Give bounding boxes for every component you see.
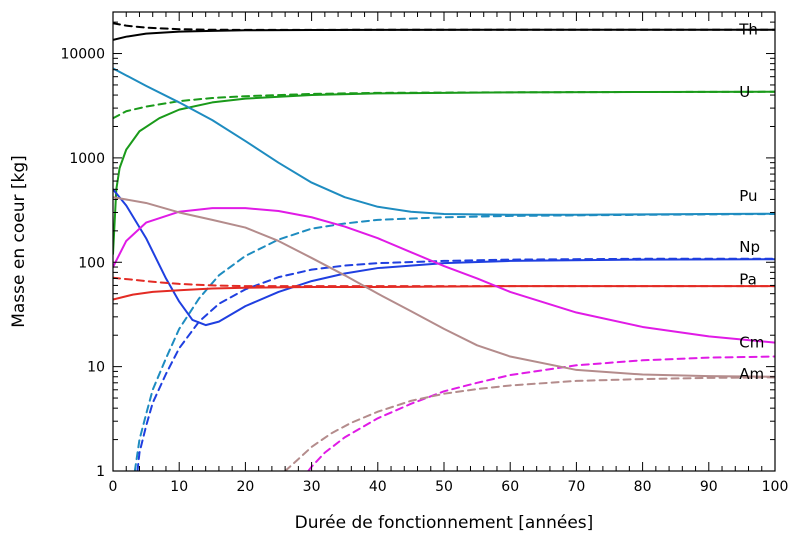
series-line-pu-solid: [113, 67, 775, 216]
series-line-u-dash: [113, 90, 775, 120]
y-tick-label: 10: [87, 360, 105, 376]
y-tick-label: 1: [96, 464, 105, 480]
series-line-np-dash: [136, 257, 775, 471]
series-labels: Th U Pu Np Pa Cm Am: [738, 20, 764, 383]
series-line-cm-dash: [307, 355, 775, 471]
series-label-np: Np: [739, 238, 760, 256]
series-line-cm-solid: [113, 207, 775, 344]
series-line-pa-solid: [113, 285, 775, 301]
series-label-th: Th: [738, 20, 758, 38]
x-tick-label: 100: [762, 479, 789, 495]
x-tick-label: 90: [700, 479, 718, 495]
x-tick-label: 80: [634, 479, 652, 495]
series-line-th-solid: [113, 28, 775, 41]
series-line-am-dash: [284, 376, 775, 471]
plot-frame: [112, 11, 776, 472]
x-tick-label: 10: [170, 479, 188, 495]
x-tick-label: 40: [369, 479, 387, 495]
series-label-pu: Pu: [739, 187, 757, 205]
series-line-pu-dash: [133, 213, 775, 471]
series-label-cm: Cm: [739, 334, 764, 352]
x-tick-label: 20: [236, 479, 254, 495]
y-tick-label: 10000: [60, 47, 105, 63]
x-tick-label: 60: [501, 479, 519, 495]
series-line-am-solid: [113, 196, 775, 378]
series-line-np-solid: [113, 188, 775, 327]
y-tick-label: 100: [78, 255, 105, 271]
series-line-th-dash: [113, 22, 775, 31]
series-label-am: Am: [739, 365, 764, 383]
series-layer: [113, 22, 775, 471]
y-tick-label: 1000: [69, 151, 105, 167]
series-label-u: U: [739, 83, 750, 101]
y-axis-title: Masse en coeur [kg]: [9, 155, 29, 328]
x-tick-label: 30: [303, 479, 321, 495]
x-tick-label: 70: [567, 479, 585, 495]
x-tick-label: 50: [435, 479, 453, 495]
series-line-u-solid: [113, 90, 775, 255]
x-axis-title: Durée de fonctionnement [années]: [295, 513, 594, 533]
x-tick-label: 0: [109, 479, 118, 495]
series-line-pa-dash: [113, 276, 775, 288]
series-label-pa: Pa: [739, 271, 757, 289]
